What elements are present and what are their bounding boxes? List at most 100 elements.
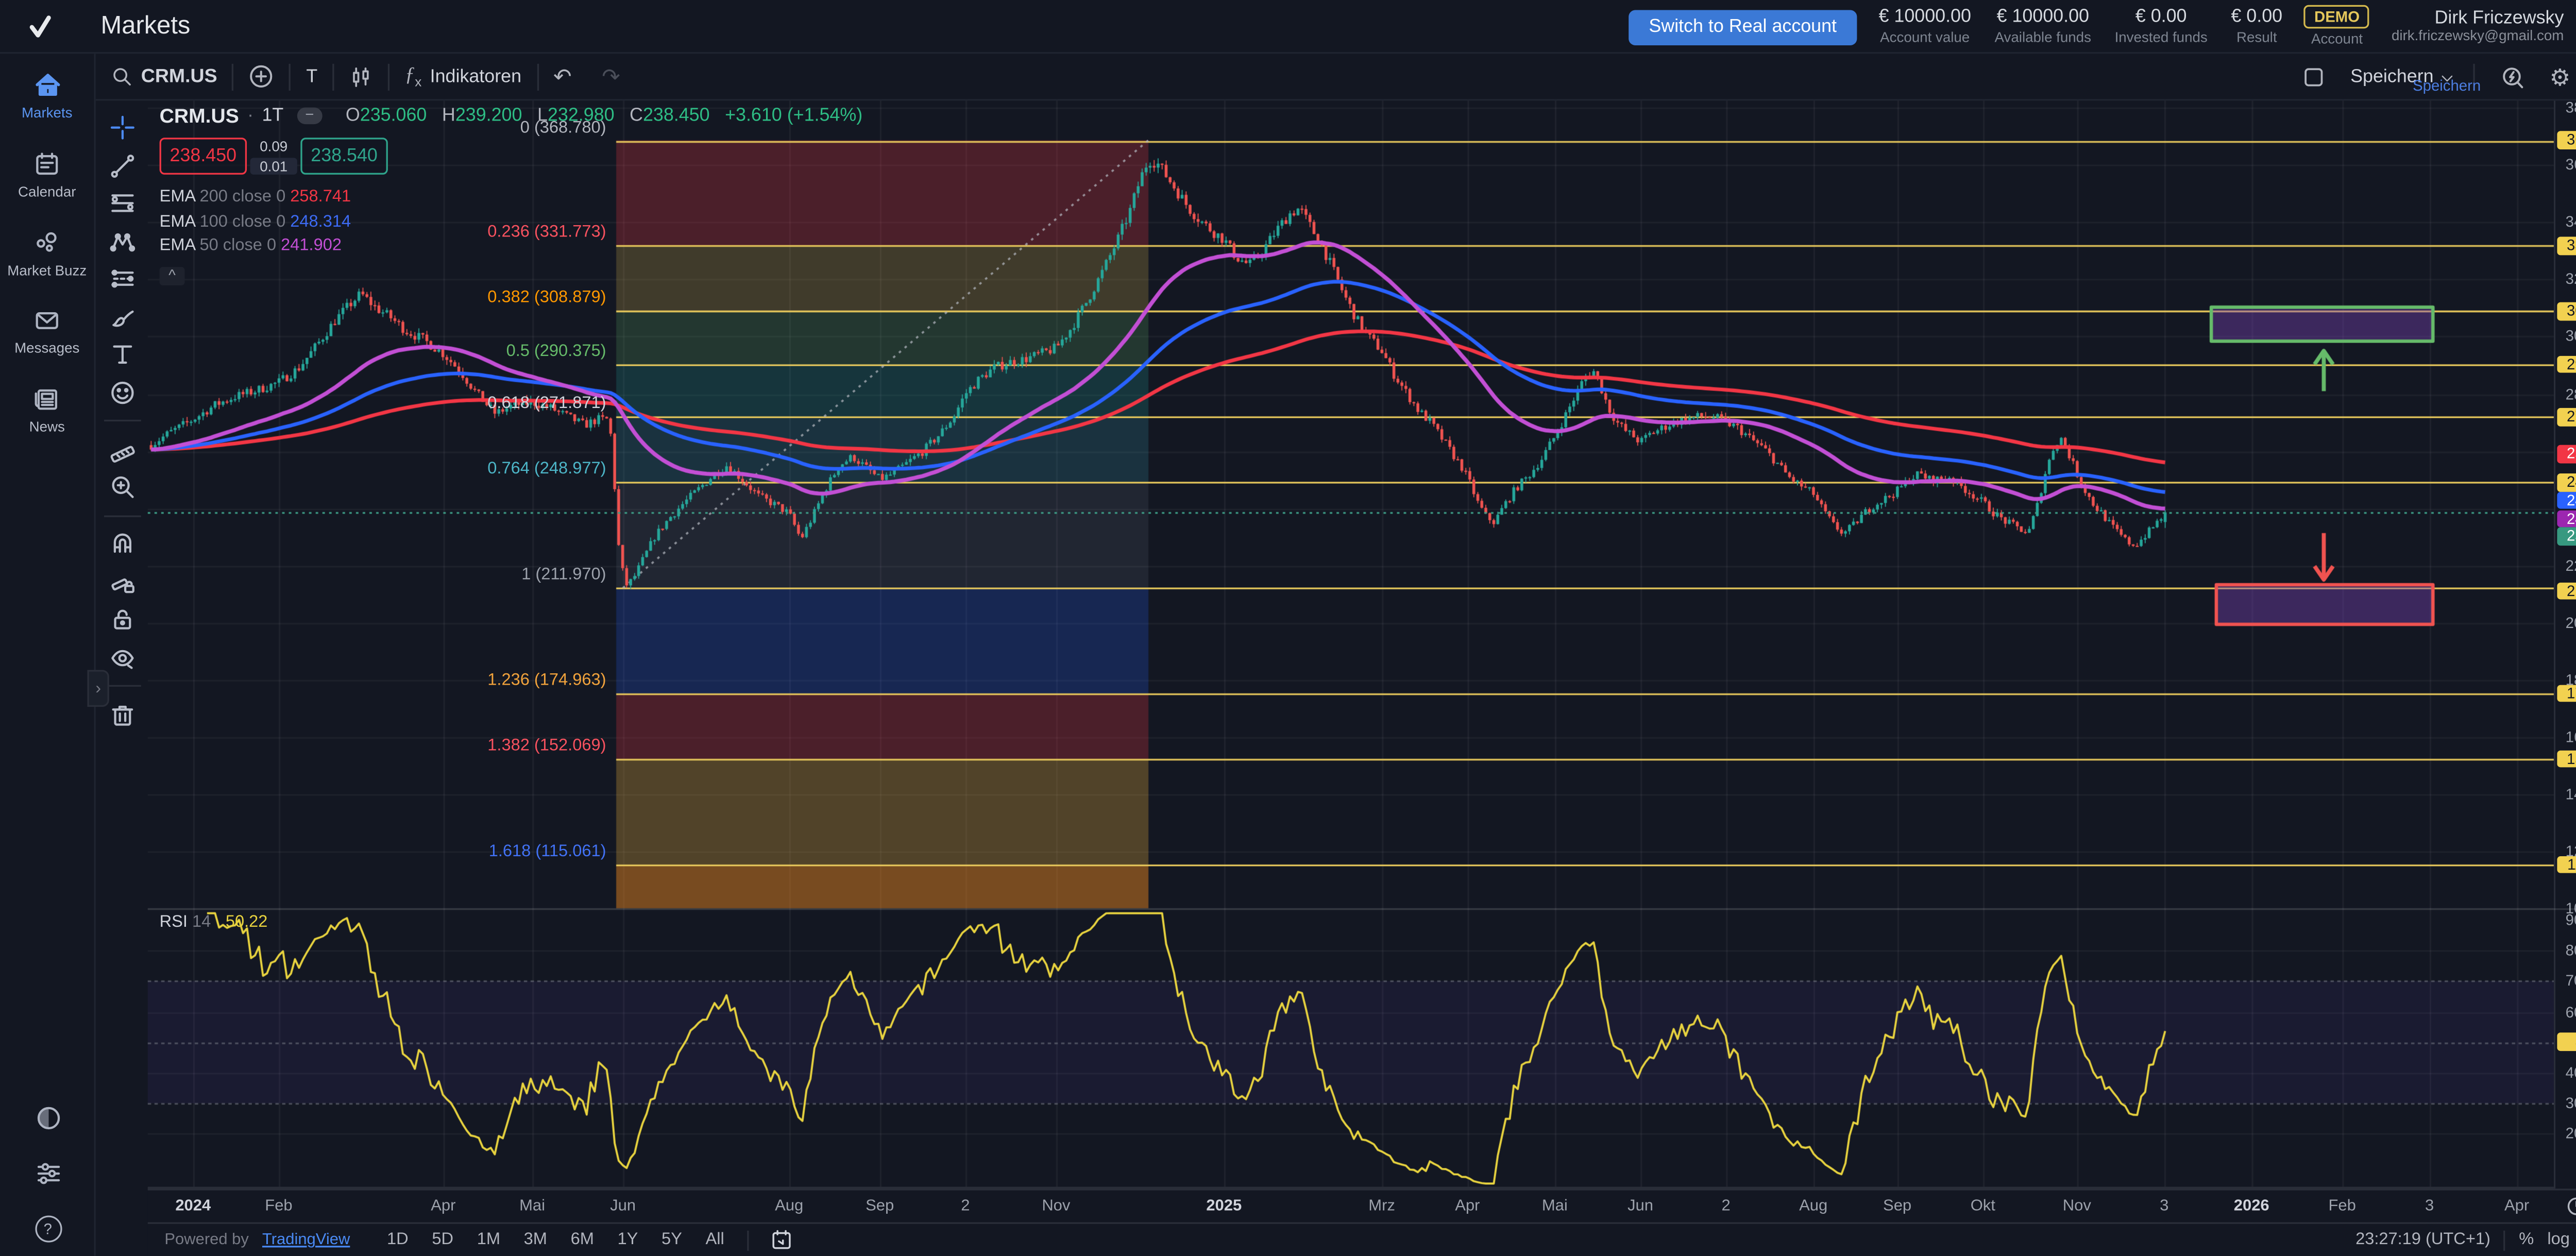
- time-tick-label: 2025: [1206, 1197, 1242, 1216]
- price-badge: 238.450: [2557, 528, 2576, 546]
- theme-contrast-icon[interactable]: [29, 1105, 66, 1131]
- range-button-5d[interactable]: 5D: [432, 1230, 454, 1249]
- spread-top: 0.09: [260, 138, 288, 155]
- stat-value: € 10000.00: [1996, 7, 2089, 28]
- time-axis[interactable]: 2024 Feb Apr Mai Jun Aug Sep 2 Nov 2025 Mrz Apr Mai J…: [147, 1189, 2576, 1223]
- gear-icon[interactable]: ⚙: [2549, 63, 2571, 91]
- sidebar-item-news[interactable]: News: [4, 386, 91, 436]
- user-block[interactable]: Dirk Friczewsky dirk.friczewsky@gmail.co…: [2392, 8, 2564, 46]
- toolbar-divider: [103, 685, 141, 687]
- fib-retracement-tool-icon[interactable]: [103, 190, 140, 216]
- price-badge: 210.935: [2557, 582, 2576, 600]
- tradingview-link[interactable]: TradingView: [262, 1230, 350, 1249]
- log-scale-toggle[interactable]: log: [2547, 1230, 2570, 1249]
- brush-tool-icon[interactable]: [103, 303, 140, 330]
- messages-icon: [33, 308, 60, 334]
- indicators-button[interactable]: ƒx Indikatoren: [404, 62, 522, 90]
- account-stat: € 10000.00 Available funds: [1995, 7, 2091, 46]
- range-button-3m[interactable]: 3M: [523, 1230, 547, 1249]
- crosshair-tool-icon[interactable]: [103, 114, 140, 141]
- sell-bid-button[interactable]: 238.450: [159, 138, 247, 175]
- account-stats: € 10000.00 Account value € 10000.00 Availab…: [1878, 7, 2282, 46]
- app-logo-icon[interactable]: [0, 12, 79, 39]
- chart-type-button[interactable]: [334, 54, 388, 99]
- time-tick-label: Aug: [1799, 1197, 1828, 1216]
- indicator-legend-row[interactable]: EMA 100 close 0 248.314: [160, 211, 863, 235]
- save-layout-button[interactable]: Speichern: [2350, 67, 2455, 87]
- price-badge: 152.069: [2557, 750, 2576, 768]
- stat-value: € 10000.00: [1878, 7, 1971, 28]
- range-button-1m[interactable]: 1M: [477, 1230, 501, 1249]
- layout-select-icon[interactable]: [2295, 64, 2332, 91]
- sidebar-item-messages[interactable]: Messages: [4, 308, 91, 358]
- range-button-1d[interactable]: 1D: [387, 1230, 409, 1249]
- text-tool-icon[interactable]: [103, 341, 140, 368]
- rsi-legend[interactable]: RSI 14 50.22: [159, 913, 268, 932]
- clock-icon[interactable]: [2566, 1195, 2576, 1217]
- measure-tool-icon[interactable]: [103, 436, 140, 463]
- price-tick-label: 340.000: [2565, 214, 2576, 231]
- remove-tool-icon[interactable]: [103, 701, 140, 728]
- buy-ask-button[interactable]: 238.540: [300, 138, 388, 175]
- time-tick-label: Apr: [431, 1197, 456, 1216]
- drawing-toolbar: [96, 101, 148, 1256]
- rsi-tick-label: 60.00: [2565, 1003, 2576, 1021]
- legend-collapse-button[interactable]: ^: [159, 266, 185, 285]
- price-tick-label: 120.000: [2565, 842, 2576, 859]
- indicator-legend-row[interactable]: EMA 200 close 0 258.741: [160, 186, 863, 211]
- symbol-search-button[interactable]: CRM.US: [96, 54, 232, 99]
- range-button-5y[interactable]: 5Y: [662, 1230, 682, 1249]
- xabcd-pattern-tool-icon[interactable]: [103, 228, 140, 254]
- compare-add-button[interactable]: [234, 54, 290, 99]
- legend-symbol[interactable]: CRM.US: [159, 104, 239, 128]
- sidebar-item-calendar[interactable]: Calendar: [4, 151, 91, 201]
- price-tick-label: 360.000: [2565, 157, 2576, 174]
- price-tick-label: 220.000: [2565, 556, 2576, 574]
- redo-button[interactable]: ↷: [587, 54, 635, 99]
- time-tick-label: 2026: [2233, 1197, 2269, 1216]
- lock-all-tool-icon[interactable]: [103, 606, 140, 633]
- legend-interval: 1T: [262, 106, 284, 126]
- fx-icon: ƒx: [404, 62, 422, 90]
- legend-collapse-pill[interactable]: −: [297, 107, 323, 125]
- chart-legend: CRM.US · 1T − O235.060 H239.200 L232.980…: [159, 104, 863, 285]
- preferences-sliders-icon[interactable]: [29, 1160, 66, 1187]
- price-axis[interactable]: 380.000 360.000 340.000 320.000 300.000 280.0…: [2553, 99, 2576, 1189]
- long-position-tool-icon[interactable]: [103, 265, 140, 292]
- clock-label[interactable]: 23:27:19 (UTC+1): [2355, 1230, 2490, 1249]
- sidebar-item-markets[interactable]: Markets: [4, 71, 91, 122]
- go-to-date-icon[interactable]: [763, 1227, 800, 1253]
- range-button-all[interactable]: All: [705, 1230, 724, 1249]
- quick-search-icon[interactable]: [2494, 64, 2531, 91]
- switch-to-real-account-button[interactable]: Switch to Real account: [1629, 9, 1857, 45]
- rsi-tick-label: 70.00: [2565, 973, 2576, 990]
- stat-label: Account value: [1880, 29, 1970, 46]
- zoom-in-tool-icon[interactable]: [103, 473, 140, 500]
- price-tick-label: 180.000: [2565, 671, 2576, 688]
- range-button-6m[interactable]: 6M: [570, 1230, 594, 1249]
- percent-scale-toggle[interactable]: %: [2519, 1230, 2534, 1249]
- price-chart-canvas[interactable]: [147, 100, 2554, 1189]
- sidebar-item-market-buzz[interactable]: Market Buzz: [4, 229, 91, 279]
- price-badge: 308.879: [2557, 302, 2576, 320]
- indicator-value: 241.902: [281, 236, 342, 256]
- rsi-tick-label: 90.00: [2565, 911, 2576, 929]
- sidebar-item-label: Markets: [21, 104, 73, 121]
- time-tick-label: Mrz: [1368, 1197, 1395, 1216]
- indicator-legend-row[interactable]: EMA 50 close 0 241.902: [160, 235, 863, 259]
- trend-line-tool-icon[interactable]: [103, 152, 140, 179]
- price-tick-label: 380.000: [2565, 99, 2576, 117]
- emoji-tool-icon[interactable]: [103, 379, 140, 405]
- spread-values: 0.09 0.01: [250, 138, 297, 175]
- watchlist-expand-tab[interactable]: ›: [87, 670, 109, 707]
- undo-button[interactable]: ↶: [538, 54, 587, 99]
- range-button-1y[interactable]: 1Y: [617, 1230, 638, 1249]
- time-tick-label: Okt: [1970, 1197, 1995, 1216]
- interval-button[interactable]: T: [306, 66, 318, 87]
- time-tick-label: Mai: [519, 1197, 546, 1216]
- magnet-tool-icon[interactable]: [103, 531, 140, 557]
- user-name: Dirk Friczewsky: [2434, 8, 2564, 28]
- hide-all-tool-icon[interactable]: [103, 644, 140, 671]
- help-icon[interactable]: ?: [34, 1215, 61, 1243]
- drawing-lock-tool-icon[interactable]: [103, 568, 140, 595]
